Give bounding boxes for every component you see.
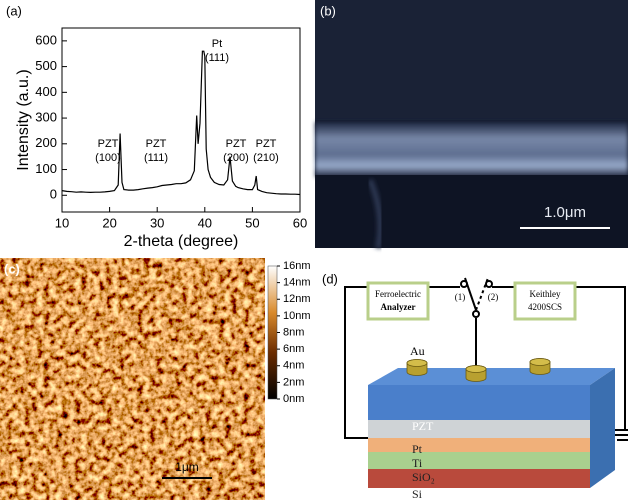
layer-label: Ti — [412, 456, 423, 470]
panel-label: (c) — [4, 261, 20, 276]
peak-label: (111) — [144, 152, 168, 164]
electrode-label: Au — [410, 344, 425, 358]
panel-label: (d) — [322, 271, 338, 286]
layer-label: SiO₂ — [412, 470, 435, 484]
peak-label: (100) — [95, 152, 121, 164]
peak-label: PZT — [256, 138, 277, 150]
y-tick-label: 600 — [35, 32, 57, 47]
scale-bar-label: 1μm — [175, 460, 199, 474]
peak-label: PZT — [226, 138, 247, 150]
y-tick-label: 300 — [35, 110, 57, 125]
xrd-line — [62, 51, 300, 194]
colorbar-tick-label: 0nm — [283, 393, 304, 405]
switch-label: (1) — [455, 292, 466, 302]
panel-label: (b) — [320, 3, 336, 18]
layer-label: Pt — [412, 442, 423, 456]
colorbar-tick-label: 6nm — [283, 343, 304, 355]
x-tick-label: 60 — [293, 215, 307, 230]
peak-label: PZT — [146, 138, 167, 150]
box-label: 4200SCS — [528, 302, 562, 312]
colorbar-tick-label: 14nm — [283, 277, 311, 289]
figure: (b) 1.0μm (c) 1μm (d) (a) 0 100 200 300 — [0, 0, 628, 500]
peak-label: (210) — [253, 152, 279, 164]
box-label: Analyzer — [381, 302, 416, 312]
layer-label: Si — [412, 487, 423, 500]
y-tick-label: 500 — [35, 58, 57, 73]
colorbar-tick-label: 8nm — [283, 326, 304, 338]
y-tick-label: 400 — [35, 84, 57, 99]
panel-label: (a) — [6, 3, 22, 18]
peak-label: (200) — [223, 152, 249, 164]
x-tick-label: 40 — [198, 215, 212, 230]
colorbar-tick-label: 16nm — [283, 260, 311, 272]
colorbar-tick-label: 10nm — [283, 310, 311, 322]
x-tick-label: 50 — [245, 215, 259, 230]
colorbar-tick-label: 2nm — [283, 376, 304, 388]
x-tick-label: 20 — [102, 215, 116, 230]
x-axis-label: 2-theta (degree) — [124, 233, 239, 250]
x-tick-label: 30 — [150, 215, 164, 230]
box-label: Ferroelectric — [375, 289, 421, 299]
scale-bar-label: 1.0μm — [544, 204, 586, 221]
peak-label: Pt — [212, 38, 222, 50]
peak-label: (111) — [205, 52, 229, 64]
plot-frame — [62, 28, 300, 212]
peak-label: PZT — [98, 138, 119, 150]
y-tick-label: 200 — [35, 135, 57, 150]
colorbar-tick-label: 4nm — [283, 360, 304, 372]
colorbar-tick-label: 12nm — [283, 293, 311, 305]
switch-label: (2) — [488, 292, 499, 302]
layer-stack — [368, 359, 615, 489]
layer-label: PZT — [412, 419, 434, 433]
box-label: Keithley — [530, 289, 561, 299]
y-axis-label: Intensity (a.u.) — [15, 69, 32, 170]
y-tick-label: 100 — [35, 161, 57, 176]
page: (b) 1.0μm (c) 1μm (d) (a) 0 100 200 300 — [0, 0, 628, 500]
y-tick-label: 0 — [50, 187, 57, 202]
x-tick-label: 10 — [55, 215, 69, 230]
afm-image — [0, 258, 277, 500]
colorbar — [268, 266, 277, 399]
